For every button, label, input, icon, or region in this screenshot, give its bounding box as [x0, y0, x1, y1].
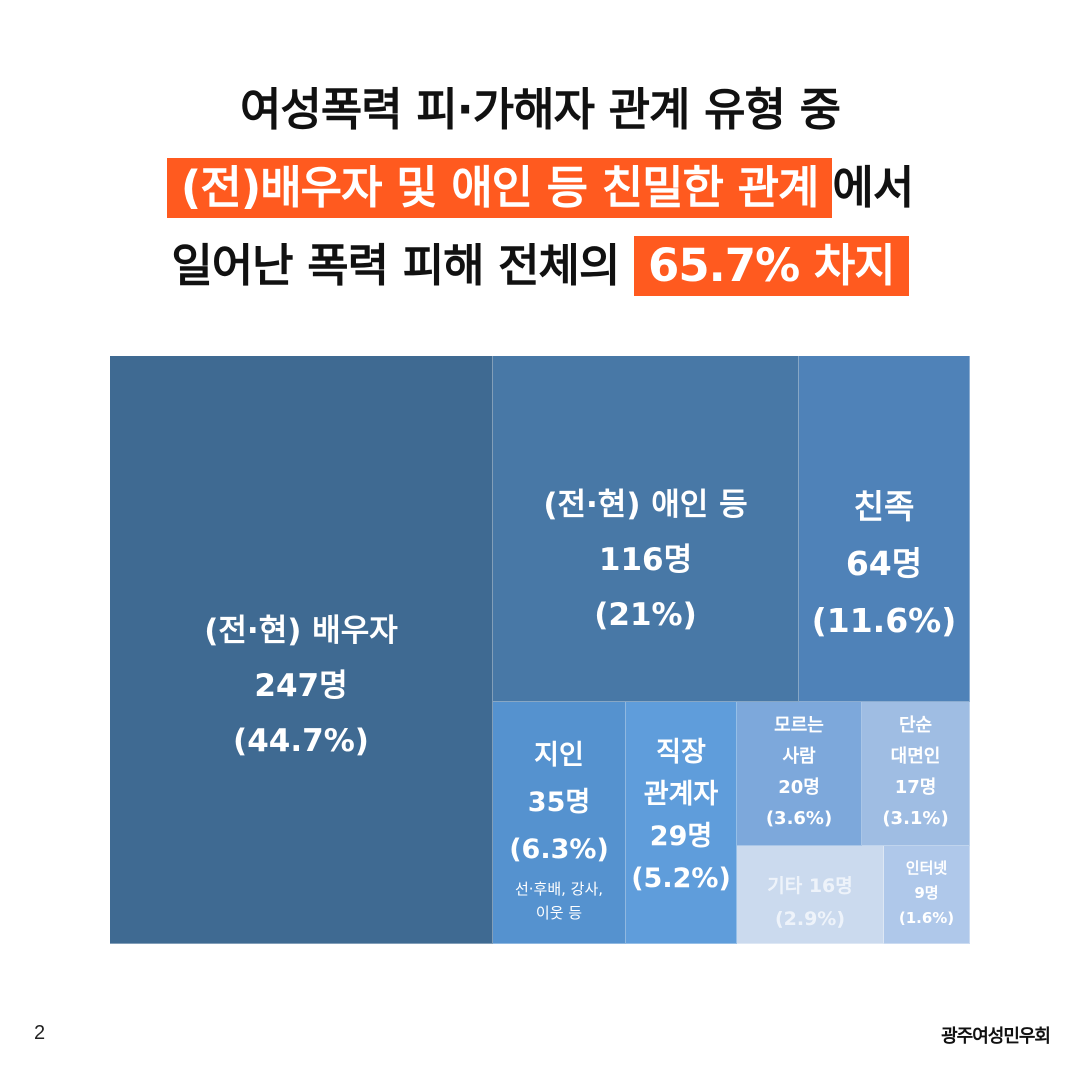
treemap-label-spouse-2: (44.7%)	[233, 723, 369, 759]
treemap-label-one_time-3: (3.1%)	[882, 808, 949, 829]
treemap-label-stranger-0: 모르는	[774, 715, 824, 736]
treemap-label-lover-1: 116명	[598, 542, 693, 578]
treemap-chart: (전·현) 배우자 247명 (44.7%) (전·현) 애인 등 116명 (21%) 친…	[110, 356, 970, 944]
headline-line-2: (전)배우자 및 애인 등 친밀한 관계 에서	[0, 156, 1080, 220]
organization-logo: 광주여성민우회	[941, 1026, 1051, 1047]
treemap-note-acquaintance-1: 이웃 등	[535, 904, 583, 922]
headline-highlight-percent: 65.7% 차지	[634, 236, 909, 296]
treemap-cell-acquaintance: 지인 35명 (6.3%) 선·후배, 강사, 이웃 등	[493, 702, 626, 944]
treemap-label-acquaintance-1: 35명	[527, 787, 591, 818]
treemap-label-relatives-0: 친족	[853, 487, 915, 526]
treemap-label-stranger-3: (3.6%)	[765, 808, 833, 829]
treemap-label-coworker-0: 직장	[656, 737, 706, 768]
treemap-label-acquaintance-2: (6.3%)	[509, 834, 609, 865]
treemap-label-stranger-1: 사람	[782, 746, 816, 767]
treemap-label-internet-2: (1.6%)	[898, 909, 955, 927]
treemap-label-spouse-1: 247명	[254, 668, 348, 704]
headline-highlight-intimate: (전)배우자 및 애인 등 친밀한 관계	[166, 158, 833, 218]
treemap-label-coworker-1: 관계자	[643, 779, 719, 810]
treemap-label-stranger-2: 20명	[778, 777, 820, 798]
treemap-label-one_time-0: 단순	[898, 715, 933, 736]
headline-line-1-text: 여성폭력 피·가해자 관계 유형 중	[240, 83, 841, 136]
treemap-cell-internet: 인터넷 9명 (1.6%)	[884, 846, 970, 944]
treemap-label-other-0: 기타 16명	[767, 875, 853, 897]
treemap-label-relatives-1: 64명	[845, 544, 923, 583]
treemap-label-other-1: (2.9%)	[774, 908, 846, 930]
treemap-label-lover-2: (21%)	[594, 597, 697, 633]
headline-line-3-lead: 일어난 폭력 피해 전체의	[171, 239, 620, 292]
treemap-label-internet-0: 인터넷	[905, 859, 948, 877]
treemap-cell-lover: (전·현) 애인 등 116명 (21%)	[493, 356, 799, 702]
treemap-cell-relatives: 친족 64명 (11.6%)	[799, 356, 970, 702]
treemap-label-one_time-1: 대면인	[890, 746, 941, 767]
treemap-label-coworker-2: 29명	[649, 821, 713, 852]
treemap-note-acquaintance-0: 선·후배, 강사,	[514, 880, 604, 898]
headline: 여성폭력 피·가해자 관계 유형 중 (전)배우자 및 애인 등 친밀한 관계 에…	[0, 78, 1080, 312]
treemap-label-acquaintance-0: 지인	[534, 740, 584, 771]
headline-line-1: 여성폭력 피·가해자 관계 유형 중	[0, 78, 1080, 142]
headline-line-2-tail: 에서	[832, 161, 914, 214]
headline-line-3: 일어난 폭력 피해 전체의 65.7% 차지	[0, 234, 1080, 298]
treemap-label-lover-0: (전·현) 애인 등	[543, 487, 748, 523]
treemap-label-coworker-3: (5.2%)	[631, 863, 731, 894]
treemap-cell-spouse: (전·현) 배우자 247명 (44.7%)	[110, 356, 493, 944]
treemap-label-one_time-2: 17명	[894, 777, 937, 798]
treemap-label-internet-1: 9명	[914, 884, 939, 902]
page-number: 2	[34, 1022, 46, 1044]
treemap-label-relatives-2: (11.6%)	[811, 601, 957, 640]
treemap-cell-other: 기타 16명 (2.9%)	[737, 846, 884, 944]
treemap-label-spouse-0: (전·현) 배우자	[204, 613, 398, 649]
